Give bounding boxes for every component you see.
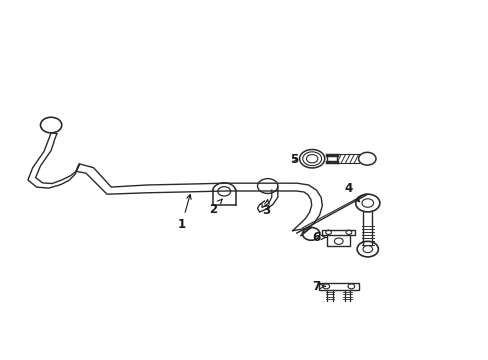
Text: 2: 2 [208, 199, 222, 216]
Text: 6: 6 [311, 231, 325, 244]
Text: 5: 5 [289, 153, 298, 166]
Text: 1: 1 [177, 194, 191, 231]
Text: 7: 7 [311, 280, 325, 293]
Text: 3: 3 [262, 200, 270, 217]
Text: 4: 4 [344, 183, 359, 202]
